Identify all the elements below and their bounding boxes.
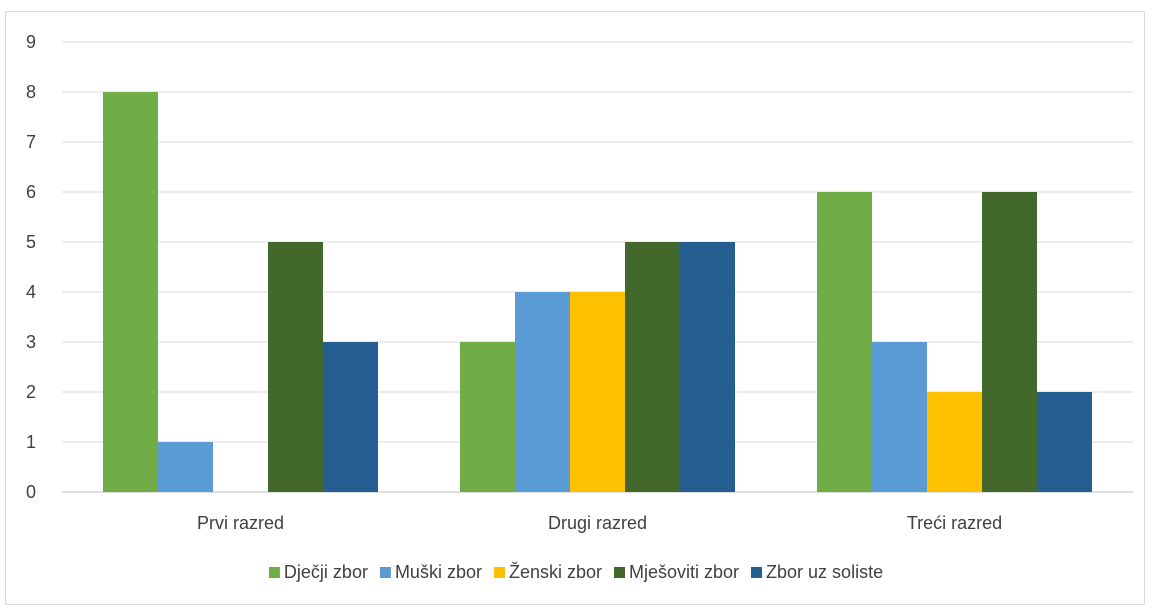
legend-swatch (379, 567, 391, 578)
bar (268, 242, 323, 492)
legend-label: Dječji zbor (284, 562, 368, 582)
bar (625, 242, 680, 492)
legend-swatch (268, 567, 280, 578)
legend-label: Zbor uz soliste (766, 562, 883, 582)
legend-swatch (614, 567, 626, 578)
y-tick-label: 6 (26, 182, 36, 202)
legend-label: Mješoviti zbor (629, 562, 739, 582)
bar (817, 192, 872, 492)
bar (872, 342, 927, 492)
y-tick-label: 3 (26, 332, 36, 352)
y-tick-label: 5 (26, 232, 36, 252)
bar (570, 292, 625, 492)
x-tick-label: Drugi razred (548, 513, 647, 533)
bar (680, 242, 735, 492)
y-tick-label: 1 (26, 432, 36, 452)
y-tick-label: 4 (26, 282, 36, 302)
legend-swatch (493, 567, 505, 578)
bar (103, 92, 158, 492)
y-tick-label: 7 (26, 132, 36, 152)
legend-label: Muški zbor (395, 562, 482, 582)
y-tick-label: 0 (26, 482, 36, 502)
legend-swatch (751, 567, 763, 578)
bar (515, 292, 570, 492)
bar (158, 442, 213, 492)
bar (1037, 392, 1092, 492)
bar (927, 392, 982, 492)
y-tick-label: 2 (26, 382, 36, 402)
x-tick-label: Prvi razred (197, 513, 284, 533)
legend-label: Ženski zbor (509, 562, 602, 582)
bar (982, 192, 1037, 492)
y-tick-label: 8 (26, 82, 36, 102)
bar (460, 342, 515, 492)
y-tick-label: 9 (26, 32, 36, 52)
x-tick-label: Treći razred (907, 513, 1002, 533)
bar (323, 342, 378, 492)
